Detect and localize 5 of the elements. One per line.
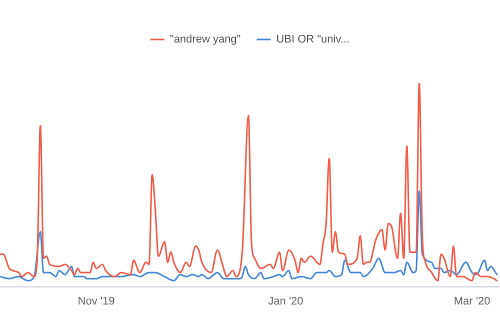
legend-label: UBI OR "univ... (276, 34, 350, 46)
x-tick-label: Nov '19 (78, 295, 115, 308)
x-tick-label: Jan '20 (268, 295, 304, 308)
x-tick-label: Mar '20 (454, 295, 490, 308)
legend-label: "andrew yang" (170, 34, 241, 46)
